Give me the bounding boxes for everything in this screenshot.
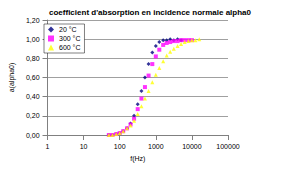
svg-text:a(alpha0): a(alpha0)	[8, 63, 16, 93]
svg-text:1,20: 1,20	[26, 17, 40, 24]
svg-text:0,40: 0,40	[26, 93, 40, 100]
svg-text:100: 100	[114, 143, 126, 150]
svg-text:10: 10	[80, 143, 88, 150]
svg-text:600 °C: 600 °C	[59, 44, 80, 51]
svg-text:1000: 1000	[148, 143, 164, 150]
svg-text:300 °C: 300 °C	[59, 35, 80, 42]
svg-text:0,80: 0,80	[26, 55, 40, 62]
svg-text:100000: 100000	[216, 143, 239, 150]
svg-text:0,60: 0,60	[26, 74, 40, 81]
svg-text:1,00: 1,00	[26, 36, 40, 43]
svg-text:1: 1	[46, 143, 50, 150]
svg-text:coefficient d'absorption en in: coefficient d'absorption en incidence no…	[49, 8, 251, 17]
svg-text:0,00: 0,00	[26, 132, 40, 139]
svg-text:f(Hz): f(Hz)	[130, 155, 145, 163]
svg-text:20 °C: 20 °C	[59, 26, 77, 33]
svg-text:0,20: 0,20	[26, 112, 40, 119]
svg-text:10000: 10000	[182, 143, 202, 150]
